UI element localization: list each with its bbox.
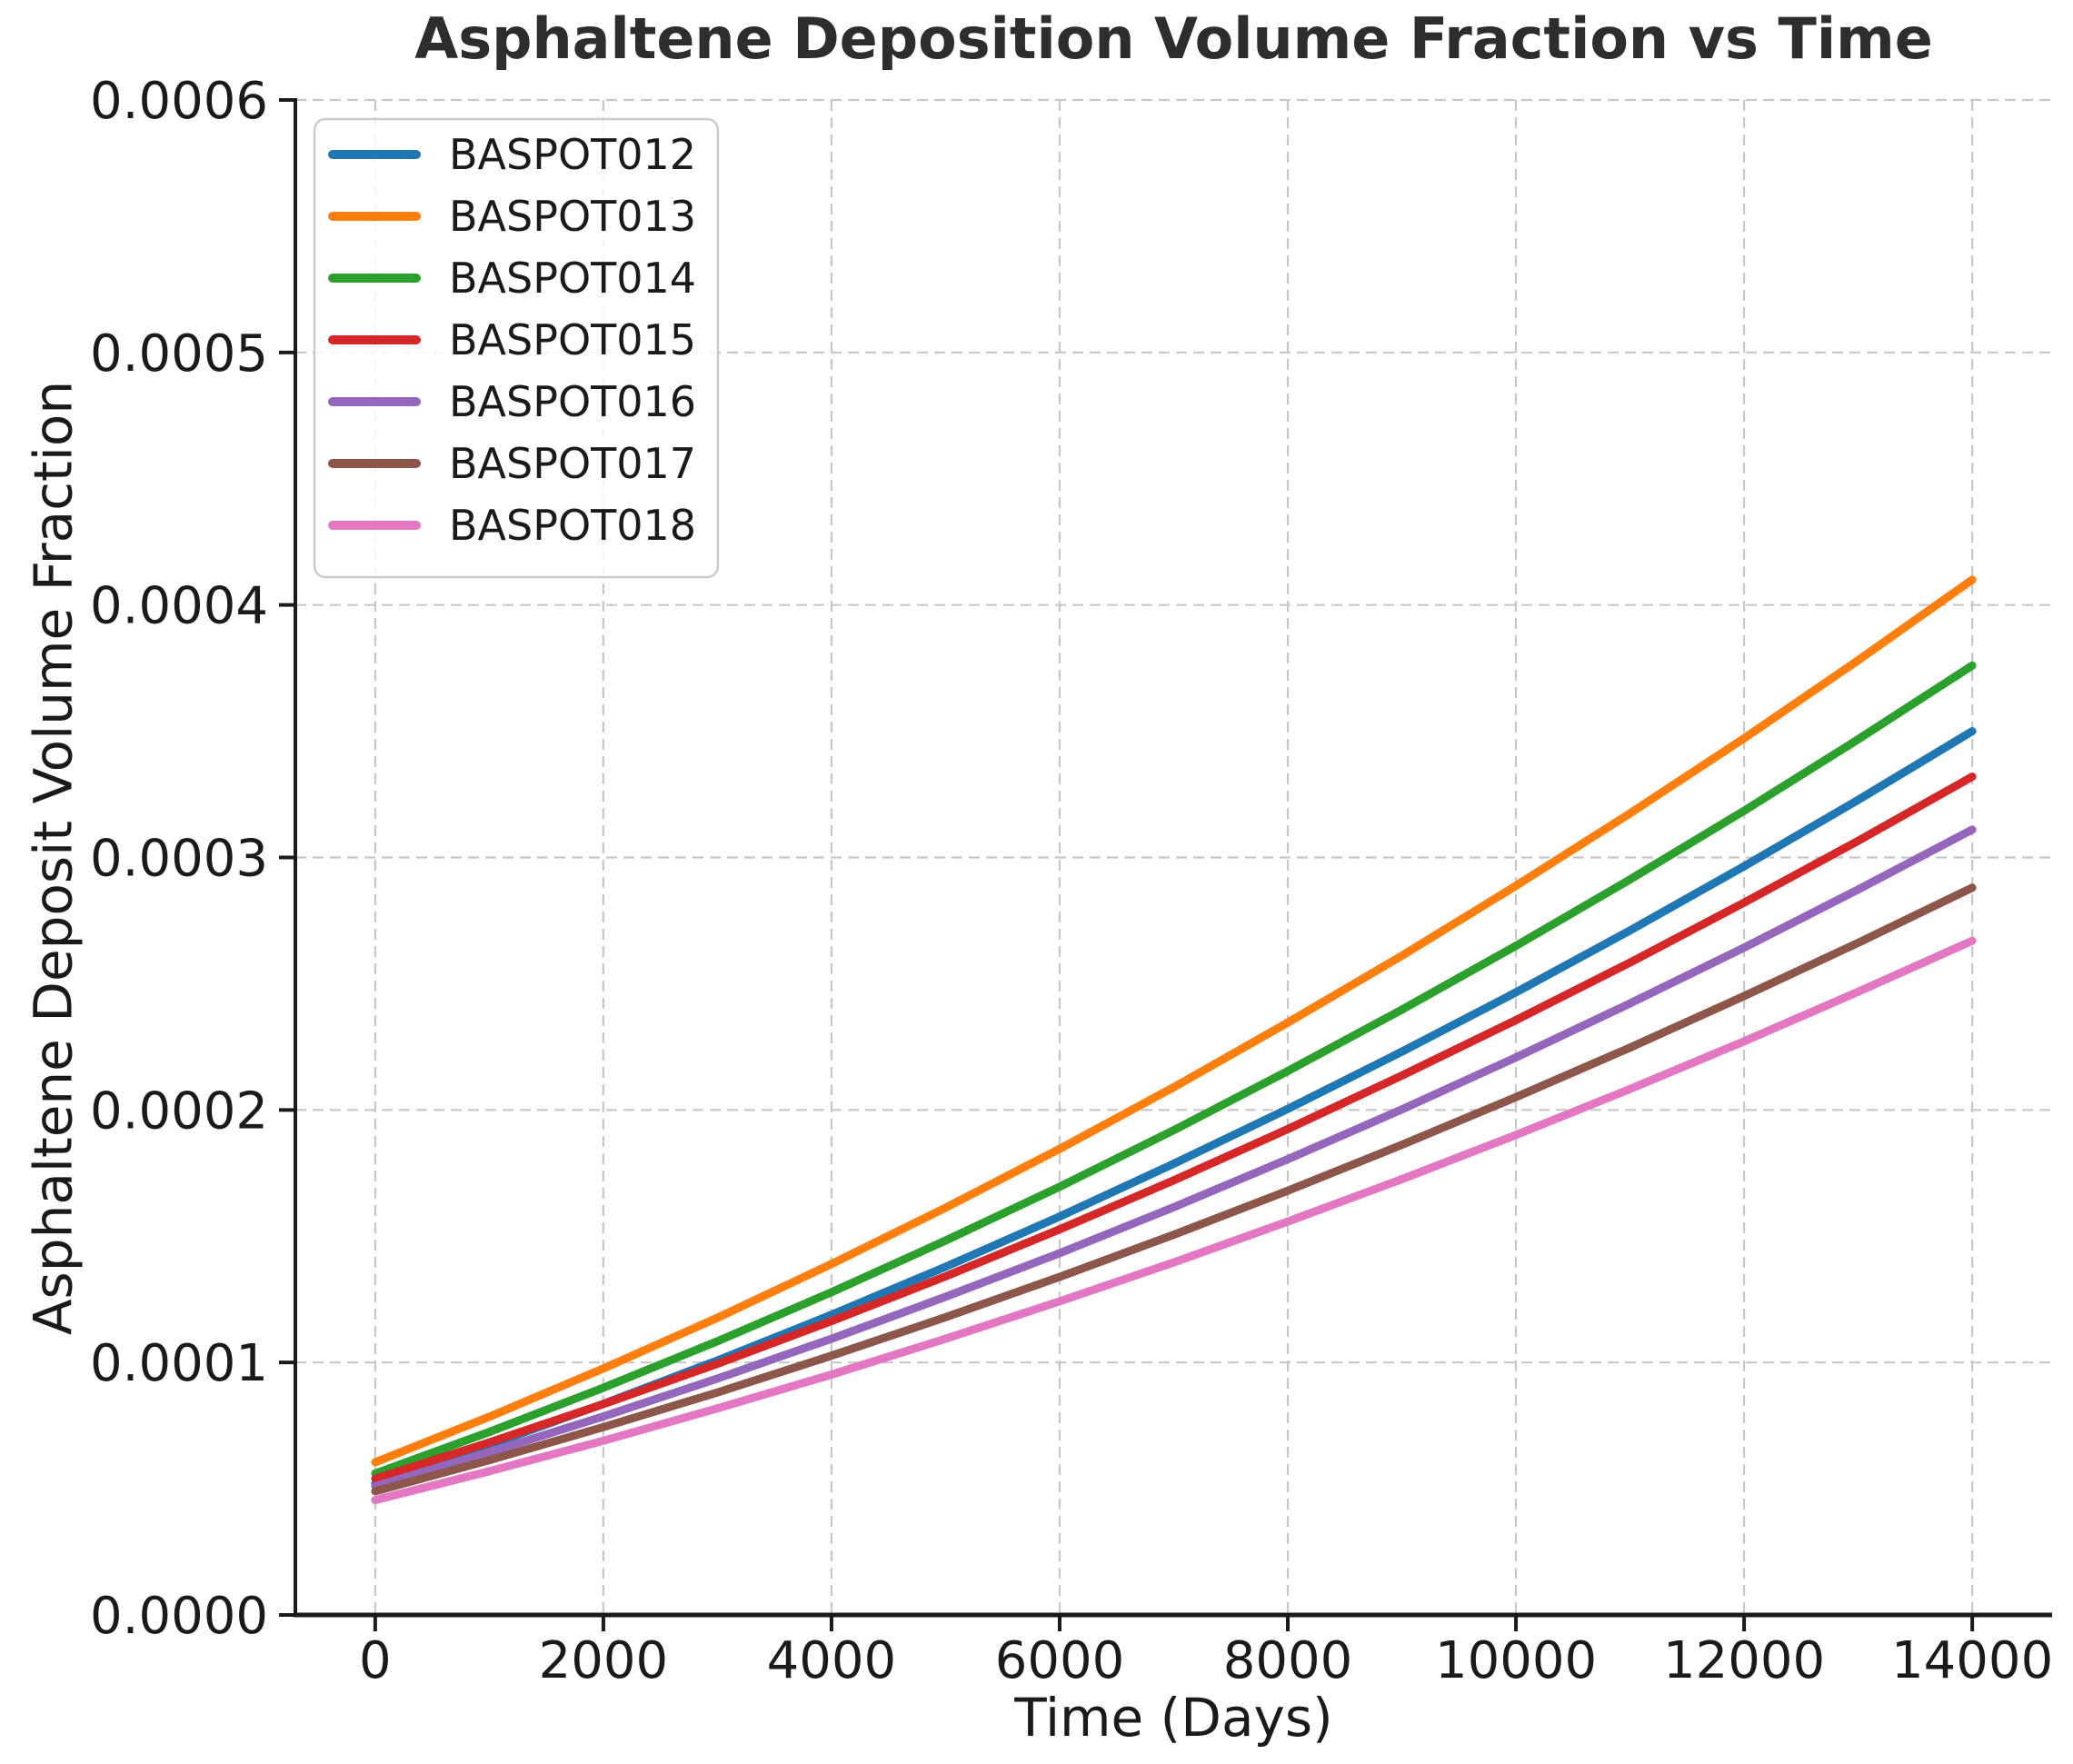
y-tick-label: 0.0005 bbox=[90, 324, 268, 384]
y-tick-label: 0.0006 bbox=[90, 72, 268, 131]
series-line-BASPOT017 bbox=[371, 883, 1977, 1496]
x-tick-label: 8000 bbox=[1223, 1631, 1353, 1690]
y-tick-label: 0.0004 bbox=[90, 577, 268, 636]
y-tick-label: 0.0001 bbox=[90, 1334, 268, 1393]
y-axis-label: Asphaltene Deposit Volume Fraction bbox=[22, 380, 85, 1336]
series-line-BASPOT012 bbox=[371, 727, 1977, 1488]
x-tick-label: 0 bbox=[359, 1631, 392, 1690]
series-line-BASPOT018 bbox=[371, 936, 1977, 1505]
series-line-BASPOT016 bbox=[371, 825, 1977, 1490]
chart-title: Asphaltene Deposition Volume Fraction vs… bbox=[414, 5, 1933, 72]
x-tick-label: 10000 bbox=[1435, 1631, 1597, 1690]
y-tick-label: 0.0000 bbox=[90, 1587, 268, 1646]
x-tick-label: 12000 bbox=[1663, 1631, 1825, 1690]
x-axis-label: Time (Days) bbox=[1014, 1687, 1333, 1749]
legend-label-BASPOT015: BASPOT015 bbox=[449, 315, 696, 364]
legend-label-BASPOT018: BASPOT018 bbox=[449, 501, 696, 550]
y-tick-label: 0.0003 bbox=[90, 830, 268, 889]
x-tick-label: 14000 bbox=[1891, 1631, 2053, 1690]
series-line-BASPOT013 bbox=[371, 575, 1977, 1467]
legend-label-BASPOT017: BASPOT017 bbox=[449, 439, 696, 488]
x-tick-label: 2000 bbox=[539, 1631, 669, 1690]
legend-label-BASPOT012: BASPOT012 bbox=[449, 130, 696, 179]
legend-label-BASPOT013: BASPOT013 bbox=[449, 192, 696, 241]
series-line-BASPOT014 bbox=[371, 661, 1977, 1478]
series-line-BASPOT015 bbox=[371, 772, 1977, 1483]
legend-label-BASPOT014: BASPOT014 bbox=[449, 254, 696, 303]
y-tick-label: 0.0002 bbox=[90, 1081, 268, 1141]
x-tick-label: 6000 bbox=[995, 1631, 1125, 1690]
legend-label-BASPOT016: BASPOT016 bbox=[449, 377, 696, 426]
x-tick-label: 4000 bbox=[767, 1631, 897, 1690]
